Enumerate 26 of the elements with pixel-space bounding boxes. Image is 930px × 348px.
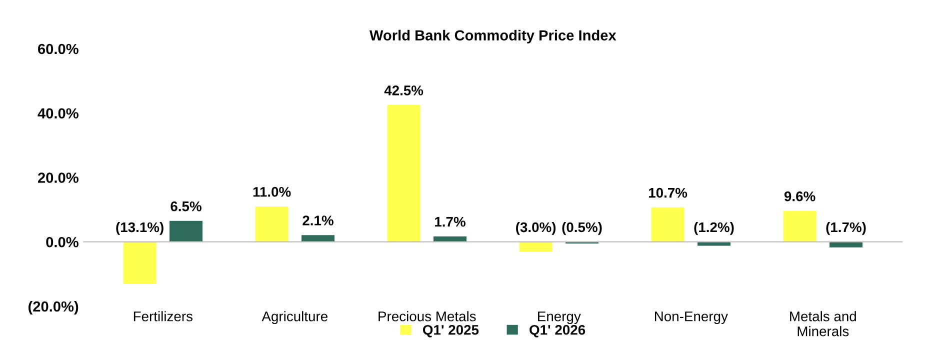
x-tick-label: Fertilizers xyxy=(134,311,192,322)
data-label: 11.0% xyxy=(253,186,291,197)
data-label: 6.5% xyxy=(170,201,202,212)
y-tick-label: 0.0% xyxy=(46,236,78,248)
data-label: 9.6% xyxy=(784,191,816,202)
x-tick-label: Agriculture xyxy=(262,311,328,324)
x-tick-label: Metals and Minerals xyxy=(790,311,856,336)
data-label: 1.7% xyxy=(435,216,466,227)
data-label: 42.5% xyxy=(384,86,424,96)
x-tick-label: Energy xyxy=(538,312,581,324)
legend-label: Q1' 2025 xyxy=(423,324,479,338)
x-tick-label: Non-Energy xyxy=(654,312,728,324)
y-tick-label: 60.0% xyxy=(38,44,78,54)
data-label: (13.1%) xyxy=(116,222,164,235)
chart-title: World Bank Commodity Price Index xyxy=(369,30,616,44)
data-label: 10.7% xyxy=(648,188,688,198)
data-label: (0.5%) xyxy=(562,222,602,235)
y-tick-label: 20.0% xyxy=(38,172,78,183)
data-label: 2.1% xyxy=(302,216,334,226)
data-label: (1.2%) xyxy=(694,222,734,235)
legend-label: Q1' 2026 xyxy=(530,324,586,338)
y-tick-label: 40.0% xyxy=(38,108,78,119)
data-label: (1.7%) xyxy=(826,222,866,235)
y-tick-label: (20.0%) xyxy=(28,300,78,315)
data-label: (3.0%) xyxy=(516,222,556,235)
x-tick-label: Precious Metals xyxy=(378,311,476,322)
